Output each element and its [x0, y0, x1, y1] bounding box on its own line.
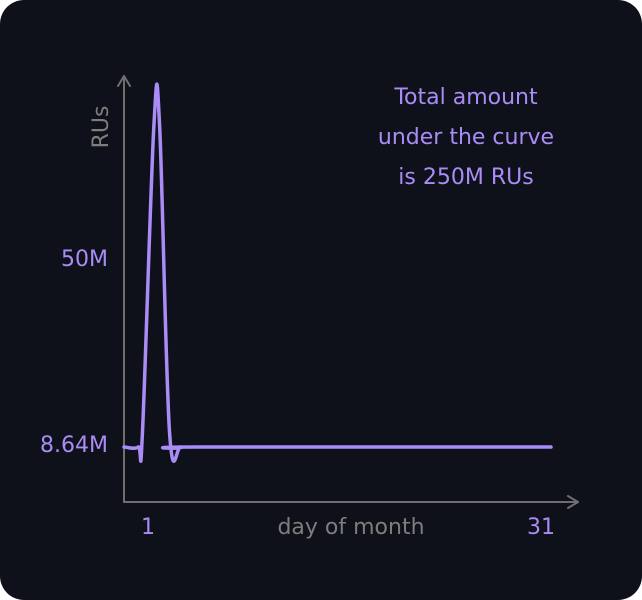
x-tick-label: 31 — [527, 515, 555, 540]
y-tick-label: 50M — [61, 247, 108, 272]
x-axis-arrowhead — [567, 495, 579, 509]
x-tick-label: 1 — [141, 515, 155, 540]
y-axis-title: RUs — [89, 106, 114, 149]
annotation-line: Total amount — [393, 85, 538, 110]
series-line — [122, 82, 553, 463]
annotation-line: is 250M RUs — [398, 165, 533, 190]
annotation-line: under the curve — [378, 125, 554, 150]
y-tick-label: 8.64M — [40, 433, 108, 458]
x-axis-title: day of month — [277, 515, 424, 540]
y-axis-arrowhead — [117, 75, 131, 87]
